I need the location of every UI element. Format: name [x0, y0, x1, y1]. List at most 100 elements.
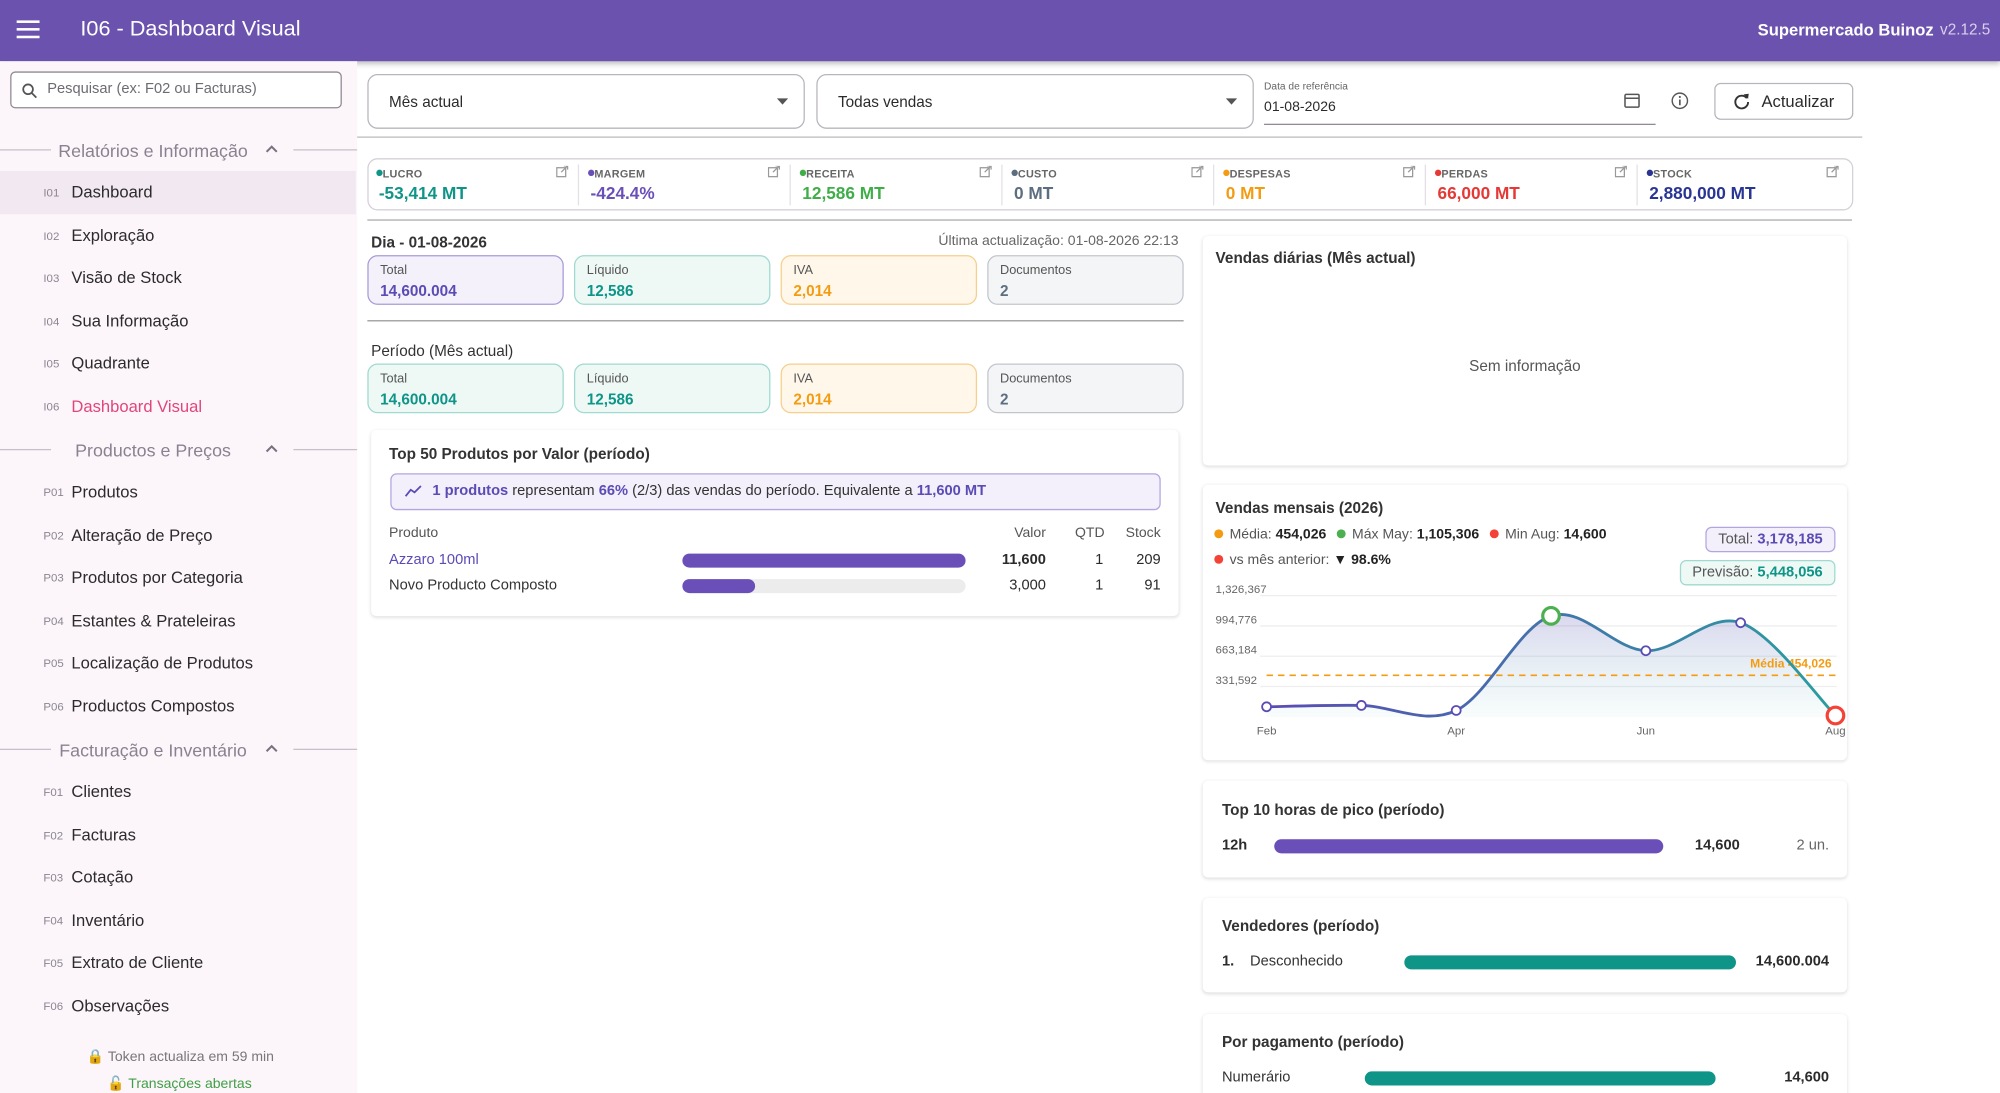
nav-label: Estantes & Prateleiras — [71, 610, 236, 630]
stat-value: 14,600.004 — [380, 390, 457, 409]
open-icon[interactable] — [1826, 165, 1840, 179]
date-value: 01-08-2026 — [1264, 99, 1336, 115]
kpi[interactable]: LUCRO -53,414 MT — [369, 159, 580, 209]
top-products-card: Top 50 Produtos por Valor (período) 1 pr… — [371, 429, 1179, 617]
bar-track — [682, 579, 966, 594]
nav-item[interactable]: I06 Dashboard Visual — [0, 385, 356, 428]
product-name[interactable]: Azzaro 100ml — [389, 552, 479, 568]
open-icon[interactable] — [1403, 165, 1416, 179]
x-tick-label: Feb — [1257, 726, 1277, 738]
nav-item[interactable]: P02 Alteração de Preço — [0, 513, 356, 556]
kpi-label: CUSTO — [1017, 167, 1057, 180]
open-icon[interactable] — [556, 165, 569, 179]
stat-label: Total — [380, 264, 408, 279]
stat-label: Líquido — [586, 264, 629, 279]
nav-item[interactable]: P05 Localização de Produtos — [0, 642, 356, 685]
kpi[interactable]: CUSTO 0 MT — [1004, 159, 1215, 209]
nav-label: Produtos — [71, 482, 138, 502]
line-chart: 331,592 663,184 994,776 1,326,367 Feb Apr Jun A… — [1216, 584, 1846, 738]
row-hour: 12h — [1221, 838, 1248, 854]
open-icon[interactable] — [979, 165, 993, 179]
menu-button[interactable] — [16, 19, 41, 39]
stat-label: Máx May: — [1352, 526, 1413, 543]
card-title: Top 10 horas de pico (período) — [1221, 801, 1445, 819]
row-value: 14,600 — [1784, 1070, 1830, 1086]
nav-item[interactable]: I04 Sua Informação — [0, 299, 356, 342]
stat-value: 2 — [999, 390, 1009, 409]
nav-item[interactable]: I05 Quadrante — [0, 342, 356, 385]
section-line — [293, 149, 358, 151]
stat-label: Min Aug: — [1505, 526, 1560, 543]
point — [1450, 705, 1462, 716]
nav-code: I03 — [43, 271, 60, 285]
section-header[interactable]: Facturação e Inventário — [0, 727, 358, 770]
nav-label: Visão de Stock — [71, 267, 182, 287]
refresh-button[interactable]: Actualizar — [1714, 82, 1854, 120]
section-header[interactable]: Relatórios e Informação — [0, 128, 358, 171]
column-header: Stock — [1125, 525, 1161, 541]
section-header[interactable]: Productos e Preços — [0, 427, 358, 470]
insight-amount: 11,600 MT — [916, 483, 987, 499]
dropdown-arrow — [1225, 98, 1238, 105]
open-icon[interactable] — [1614, 165, 1628, 179]
kpi-dot — [1646, 169, 1654, 177]
y-tick-label: 331,592 — [1216, 675, 1257, 687]
kpi-separator — [1213, 164, 1215, 206]
product-qty: 1 — [1095, 552, 1104, 568]
kpi-label: DESPESAS — [1229, 167, 1291, 180]
kpi[interactable]: PERDAS 66,000 MT — [1427, 159, 1638, 209]
kpi[interactable]: RECEITA 12,586 MT — [792, 159, 1003, 209]
info-icon[interactable] — [1671, 92, 1689, 110]
total-pill: Total: 3,178,185 — [1705, 526, 1836, 553]
nav-label: Extrato de Cliente — [71, 952, 204, 972]
search-icon — [22, 83, 37, 99]
nav-item[interactable]: I01 Dashboard — [0, 170, 356, 214]
sales-select[interactable]: Todas vendas — [816, 73, 1254, 129]
y-tick-label: 994,776 — [1216, 614, 1257, 626]
day-updated: Última actualização: 01-08-2026 22:13 — [938, 233, 1179, 249]
nav-item[interactable]: P03 Produtos por Categoria — [0, 556, 356, 599]
stat-label: Total — [380, 372, 408, 387]
date-field[interactable]: Data de referência 01-08-2026 — [1264, 74, 1656, 125]
kpi-value: -53,414 MT — [378, 183, 467, 203]
nav-item[interactable]: F04 Inventário — [0, 899, 356, 942]
refresh-icon — [1734, 93, 1750, 110]
nav-code: F06 — [43, 999, 64, 1013]
open-icon[interactable] — [1191, 165, 1204, 179]
sidebar: Pesquisar (ex: F02 ou Facturas) 🔒 Token … — [0, 61, 358, 1093]
product-qty: 1 — [1095, 577, 1104, 594]
nav-label: Facturas — [71, 824, 136, 844]
nav-item[interactable]: P06 Productos Compostos — [0, 684, 356, 727]
stat-value: 2,014 — [793, 281, 832, 300]
nav-code: I05 — [43, 357, 60, 370]
nav-item[interactable]: F05 Extrato de Cliente — [0, 941, 356, 984]
nav-item[interactable]: I03 Visão de Stock — [0, 256, 356, 299]
nav-item[interactable]: P01 Produtos — [0, 471, 356, 514]
stat-label: vs mês anterior: — [1229, 552, 1330, 568]
kpi-dot — [799, 169, 807, 177]
period-cards: Total 14,600.004 Líquido 12,586 IVA 2,014 Docu… — [367, 363, 1184, 414]
nav-item[interactable]: P04 Estantes & Prateleiras — [0, 599, 356, 642]
kpi[interactable]: STOCK 2,880,000 MT — [1639, 159, 1849, 209]
nav-item[interactable]: F01 Clientes — [0, 770, 356, 813]
card-title: Por pagamento (período) — [1221, 1033, 1404, 1052]
kpi-strip: LUCRO -53,414 MT MARGEM -424.4% RECEITA 12,58… — [367, 158, 1854, 211]
search-box[interactable]: Pesquisar (ex: F02 ou Facturas) — [10, 71, 342, 109]
kpi[interactable]: DESPESAS 0 MT — [1216, 159, 1427, 209]
point — [1735, 617, 1747, 629]
bar — [1364, 1071, 1716, 1086]
monthly-sales-card: Vendas mensais (2026) Média: 454,026 Máx … — [1202, 484, 1847, 761]
calendar-icon[interactable] — [1624, 92, 1641, 109]
stat-card: Líquido 12,586 — [573, 363, 771, 414]
nav-item[interactable]: F06 Observações — [0, 984, 356, 1027]
nav-item[interactable]: F02 Facturas — [0, 813, 356, 856]
period-select[interactable]: Mês actual — [367, 73, 805, 129]
bar — [682, 553, 966, 568]
stat-dot — [1336, 529, 1346, 539]
kpi[interactable]: MARGEM -424.4% — [580, 159, 791, 209]
open-icon[interactable] — [767, 165, 781, 179]
nav-item[interactable]: F03 Cotação — [0, 856, 356, 899]
nav-item[interactable]: I02 Exploração — [0, 214, 356, 257]
column-header: Produto — [389, 525, 439, 541]
